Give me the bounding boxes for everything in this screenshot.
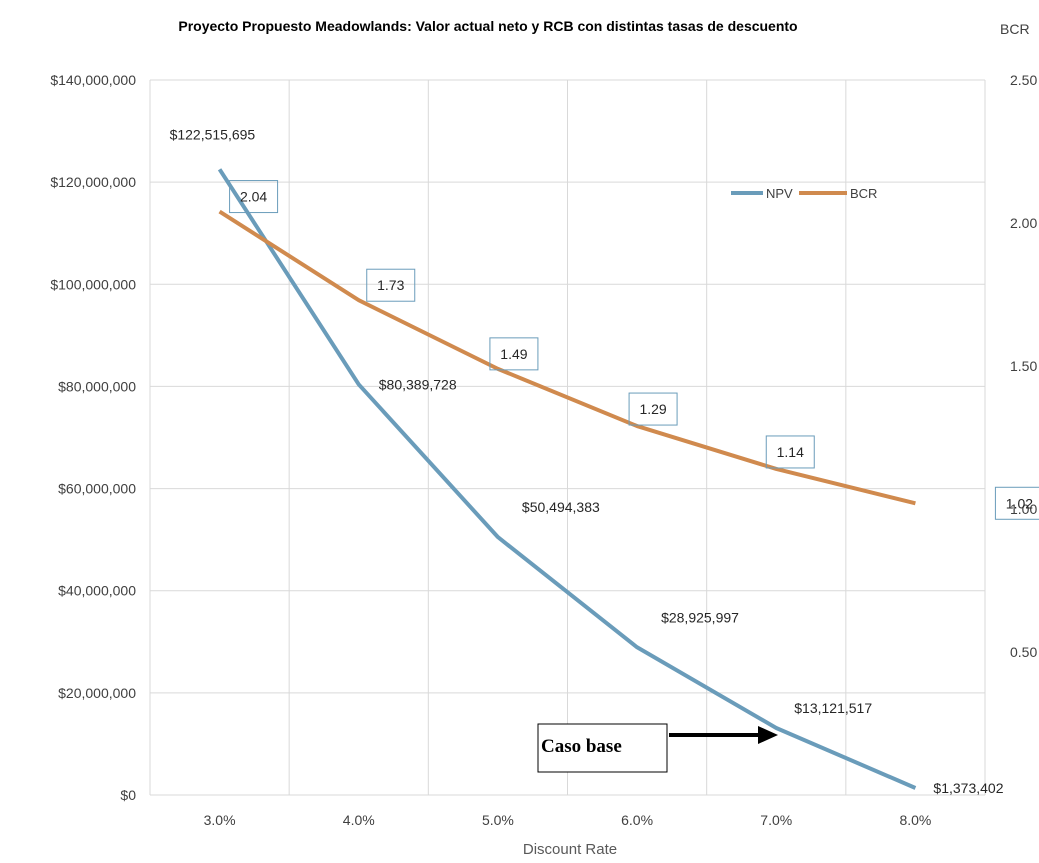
series (217, 168, 917, 790)
y2-tick-label: 2.50 (1010, 72, 1037, 88)
bcr-data-label: 1.02 (1006, 495, 1033, 511)
annotation: Caso base (537, 723, 778, 773)
axes: $0 $20,000,000 $40,000,000 $60,000,000 $80,0… (50, 72, 1037, 828)
annotation-arrow-head (758, 726, 778, 744)
bcr-label-box (489, 337, 539, 371)
y2-tick-label: 0.50 (1010, 644, 1037, 660)
y-tick-label: $140,000,000 (50, 72, 136, 88)
bcr-data-label: 2.04 (240, 189, 267, 205)
y-tick-label: $20,000,000 (58, 685, 136, 701)
chart-title: Proyecto Propuesto Meadowlands: Valor ac… (178, 18, 797, 34)
x-tick-label: 5.0% (482, 812, 514, 828)
annotation-box (537, 723, 668, 773)
y-tick-label: $100,000,000 (50, 276, 136, 292)
y2-tick-label: 1.00 (1010, 501, 1037, 517)
x-tick-label: 7.0% (760, 812, 792, 828)
y2-tick-label: 2.00 (1010, 215, 1037, 231)
annotation-text: Caso base (541, 736, 622, 757)
x-tick-label: 8.0% (899, 812, 931, 828)
bcr-line (218, 209, 916, 506)
y-tick-label: $60,000,000 (58, 481, 136, 497)
bcr-data-label: 1.14 (777, 444, 804, 460)
npv-line (217, 168, 917, 790)
legend: NPV BCR (731, 186, 877, 201)
npv-data-label: $80,389,728 (379, 376, 457, 392)
bcr-data-label: 1.73 (377, 277, 404, 293)
bcr-label-box (994, 486, 1039, 520)
bcr-data-label: 1.49 (500, 346, 527, 362)
npv-data-label: $50,494,383 (522, 499, 600, 515)
legend-label-npv: NPV (766, 186, 793, 201)
bcr-label-box (366, 268, 416, 302)
y2-tick-label: 1.50 (1010, 358, 1037, 374)
right-axis-title: BCR (1000, 21, 1030, 37)
data-labels: $122,515,695 $80,389,728 $50,494,383 $28,92… (170, 126, 1039, 796)
bcr-label-box (765, 435, 815, 469)
y-tick-label: $80,000,000 (58, 378, 136, 394)
x-axis-title: Discount Rate (523, 841, 617, 858)
npv-data-label: $122,515,695 (170, 126, 256, 142)
gridlines (149, 79, 986, 796)
x-tick-label: 3.0% (204, 812, 236, 828)
y-tick-label: $40,000,000 (58, 583, 136, 599)
npv-data-label: $28,925,997 (661, 609, 739, 625)
npv-data-label: $1,373,402 (933, 780, 1003, 796)
bcr-label-box (628, 392, 678, 426)
npv-data-label: $13,121,517 (794, 700, 872, 716)
y-tick-label: $120,000,000 (50, 174, 136, 190)
x-tick-label: 6.0% (621, 812, 653, 828)
bcr-data-label: 1.29 (639, 401, 666, 417)
bcr-label-box (229, 180, 279, 214)
y-tick-label: $0 (120, 787, 136, 803)
legend-label-bcr: BCR (850, 186, 877, 201)
x-tick-label: 4.0% (343, 812, 375, 828)
